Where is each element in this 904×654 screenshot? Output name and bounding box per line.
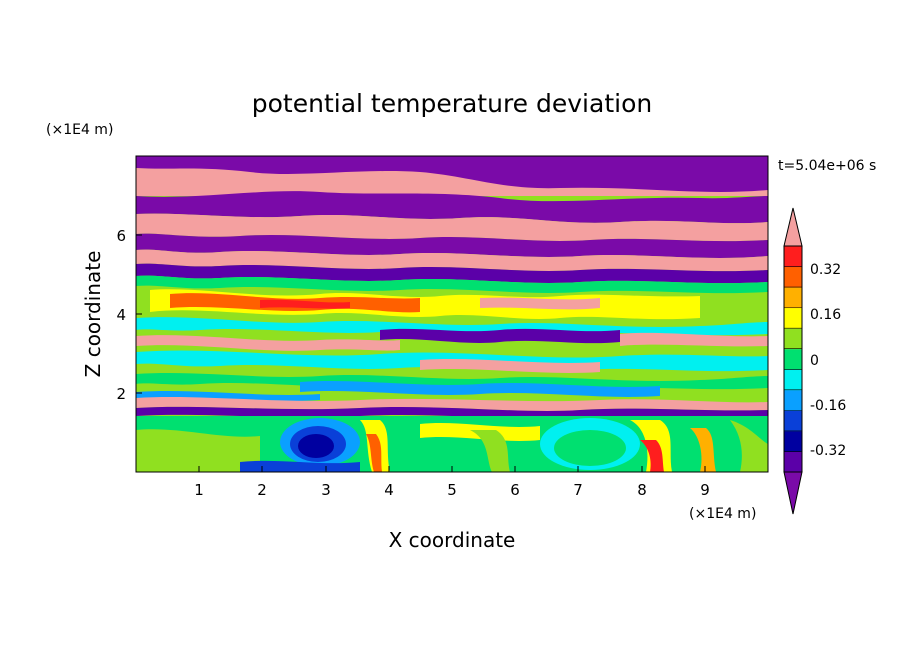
colorbar-label: 0.32: [810, 262, 841, 278]
x-tick-label: 2: [257, 481, 267, 499]
colorbar-segment: [784, 266, 802, 288]
colorbar-label: 0.16: [810, 307, 841, 323]
colorbar-segment: [784, 430, 802, 452]
colorbar-segment: [784, 246, 802, 268]
x-tick-label: 9: [700, 481, 710, 499]
colorbar-segment: [784, 348, 802, 370]
colorbar: [783, 207, 803, 515]
contour-field: [136, 156, 768, 472]
x-axis: [198, 466, 706, 472]
x-tick-label: 1: [194, 481, 204, 499]
y-axis-label: Z coordinate: [81, 251, 105, 378]
colorbar-segment: [784, 369, 802, 391]
colorbar-segment: [784, 328, 802, 350]
colorbar-frame: [783, 245, 803, 473]
x-axis-label: X coordinate: [389, 528, 516, 552]
colorbar-under-arrow: [783, 471, 803, 515]
colorbar-segment: [784, 389, 802, 411]
colorbar-label: -0.16: [810, 398, 846, 414]
x-tick-label: 5: [447, 481, 457, 499]
x-tick-label: 3: [321, 481, 331, 499]
x-tick-label: 4: [384, 481, 394, 499]
colorbar-segment: [784, 410, 802, 432]
colorbar-segment: [784, 451, 802, 473]
colorbar-segment: [784, 307, 802, 329]
colorbar-over-arrow: [783, 207, 803, 247]
colorbar-label: 0: [810, 353, 819, 369]
y-tick-label: 2: [116, 385, 126, 403]
y-axis: [136, 234, 142, 394]
time-label: t=5.04e+06 s: [778, 158, 876, 174]
x-axis-unit: (×1E4 m): [689, 506, 756, 522]
y-axis-unit: (×1E4 m): [46, 122, 113, 138]
x-tick-label: 6: [510, 481, 520, 499]
x-tick-label: 7: [573, 481, 583, 499]
x-tick-label: 8: [637, 481, 647, 499]
colorbar-segment: [784, 287, 802, 309]
y-tick-label: 4: [116, 306, 126, 324]
y-tick-label: 6: [116, 227, 126, 245]
chart-title: potential temperature deviation: [252, 89, 652, 118]
colorbar-label: -0.32: [810, 443, 846, 459]
